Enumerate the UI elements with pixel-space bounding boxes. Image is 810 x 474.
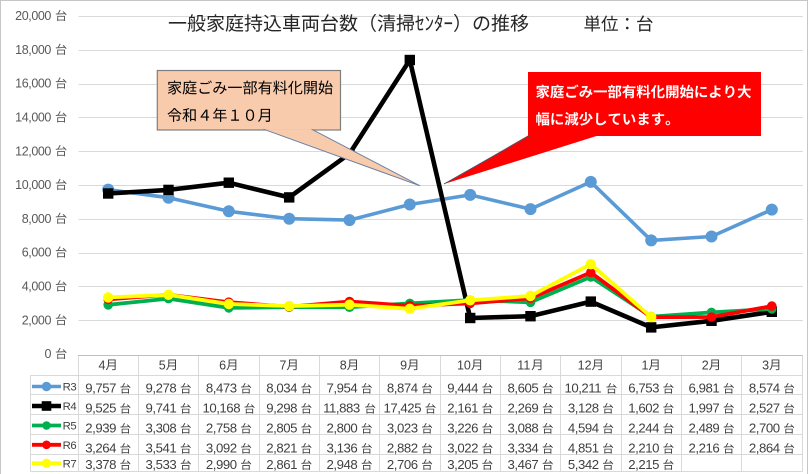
svg-text:2,821: 2,821 — [266, 441, 297, 456]
svg-text:10,168: 10,168 — [202, 401, 240, 416]
svg-text:7: 7 — [279, 358, 286, 372]
svg-text:3,136: 3,136 — [327, 441, 358, 456]
svg-text:0: 0 — [44, 347, 51, 361]
svg-text:3,541: 3,541 — [146, 441, 177, 456]
svg-text:3,378: 3,378 — [85, 457, 116, 472]
svg-text:3: 3 — [762, 358, 769, 372]
svg-text:3,334: 3,334 — [508, 441, 539, 456]
svg-text:2,805: 2,805 — [266, 421, 297, 436]
svg-text:10,211: 10,211 — [564, 381, 601, 396]
svg-text:10,000: 10,000 — [15, 178, 51, 192]
svg-text:11,883: 11,883 — [323, 401, 360, 416]
svg-text:20,000: 20,000 — [15, 9, 51, 23]
svg-text:3,088: 3,088 — [508, 421, 539, 436]
svg-text:2,990: 2,990 — [206, 457, 237, 472]
svg-text:9,298: 9,298 — [266, 401, 297, 416]
svg-text:2,210: 2,210 — [628, 441, 659, 456]
svg-text:7,954: 7,954 — [327, 381, 358, 396]
svg-text:2,758: 2,758 — [206, 421, 237, 436]
svg-text:2,939: 2,939 — [85, 421, 116, 436]
svg-text:3,533: 3,533 — [146, 457, 177, 472]
svg-text:2,244: 2,244 — [628, 421, 659, 436]
svg-text:2,948: 2,948 — [327, 457, 358, 472]
svg-text:2,216: 2,216 — [689, 441, 720, 456]
svg-text:3,022: 3,022 — [447, 441, 478, 456]
svg-text:9,278: 9,278 — [146, 381, 177, 396]
svg-text:2,269: 2,269 — [508, 401, 539, 416]
svg-text:8,000: 8,000 — [22, 212, 52, 226]
svg-text:1,997: 1,997 — [689, 401, 720, 416]
svg-text:3,023: 3,023 — [387, 421, 418, 436]
svg-text:3,226: 3,226 — [447, 421, 478, 436]
svg-text:2,489: 2,489 — [689, 421, 720, 436]
svg-text:3,128: 3,128 — [568, 401, 599, 416]
svg-text:3,264: 3,264 — [85, 441, 116, 456]
svg-text:2,215: 2,215 — [628, 457, 659, 472]
svg-text:17,425: 17,425 — [383, 401, 421, 416]
svg-text:8,473: 8,473 — [206, 381, 237, 396]
svg-text:R5: R5 — [63, 421, 77, 433]
svg-text:2,161: 2,161 — [447, 401, 478, 416]
svg-text:4,594: 4,594 — [568, 421, 599, 436]
svg-text:1: 1 — [641, 358, 648, 372]
svg-text:14,000: 14,000 — [15, 111, 51, 125]
svg-text:18,000: 18,000 — [15, 43, 51, 57]
svg-text:3,092: 3,092 — [206, 441, 237, 456]
svg-text:9: 9 — [400, 358, 407, 372]
svg-text:5,342: 5,342 — [568, 457, 599, 472]
svg-text:3,308: 3,308 — [146, 421, 177, 436]
svg-text:9,525: 9,525 — [85, 401, 116, 416]
svg-text:3,467: 3,467 — [508, 457, 539, 472]
svg-text:16,000: 16,000 — [15, 77, 51, 91]
svg-text:R7: R7 — [63, 459, 77, 471]
svg-text:R3: R3 — [63, 382, 77, 394]
svg-text:2,864: 2,864 — [749, 441, 780, 456]
svg-text:12,000: 12,000 — [15, 144, 51, 158]
svg-text:2,000: 2,000 — [22, 313, 52, 327]
svg-text:R4: R4 — [63, 401, 77, 413]
svg-text:8: 8 — [340, 358, 347, 372]
svg-text:2,706: 2,706 — [387, 457, 418, 472]
svg-text:4: 4 — [98, 358, 105, 372]
svg-text:9,444: 9,444 — [447, 381, 478, 396]
svg-text:8,034: 8,034 — [266, 381, 297, 396]
svg-text:R6: R6 — [63, 440, 77, 452]
svg-text:2,800: 2,800 — [327, 421, 358, 436]
svg-text:5: 5 — [159, 358, 166, 372]
svg-text:2,700: 2,700 — [749, 421, 780, 436]
svg-text:12: 12 — [578, 358, 592, 372]
svg-text:6: 6 — [219, 358, 226, 372]
svg-text:10: 10 — [457, 358, 471, 372]
svg-text:2,861: 2,861 — [266, 457, 297, 472]
svg-text:6,000: 6,000 — [22, 246, 52, 260]
svg-text:6,753: 6,753 — [628, 381, 659, 396]
svg-text:11: 11 — [517, 358, 530, 372]
svg-text:8,874: 8,874 — [387, 381, 418, 396]
svg-text:4,851: 4,851 — [568, 441, 599, 456]
svg-text:1,602: 1,602 — [628, 401, 659, 416]
svg-text:3,205: 3,205 — [447, 457, 478, 472]
svg-text:8,605: 8,605 — [508, 381, 539, 396]
svg-text:2,882: 2,882 — [387, 441, 418, 456]
svg-text:8,574: 8,574 — [749, 381, 780, 396]
svg-text:9,741: 9,741 — [146, 401, 177, 416]
svg-text:2,527: 2,527 — [749, 401, 780, 416]
svg-text:9,757: 9,757 — [85, 381, 116, 396]
svg-text:2: 2 — [702, 358, 709, 372]
svg-text:6,981: 6,981 — [689, 381, 720, 396]
svg-text:4,000: 4,000 — [22, 280, 52, 294]
